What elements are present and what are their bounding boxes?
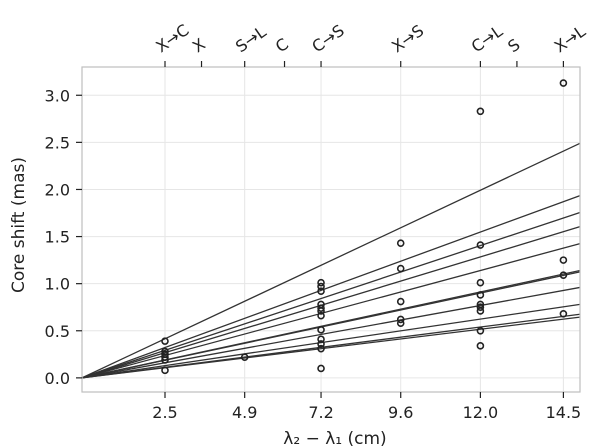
top-tick-label-8: X→L [551,22,589,57]
fit-line-2 [81,211,581,379]
y-tick-label-3: 1.5 [45,228,70,247]
data-point-22 [396,315,405,324]
y-tick-label-0: 0.0 [45,369,70,388]
y-tick-label-1: 0.5 [45,322,70,341]
data-point-31 [476,326,485,335]
y-tick-label-6: 3.0 [45,86,70,105]
y-axis-ticks: 0.0 0.5 1.0 1.5 2.0 2.5 3.0 [45,86,82,388]
x-axis-ticks: 2.5 4.9 7.2 9.6 12.0 14.5 [152,392,581,422]
grid [82,67,580,392]
data-point-29 [476,303,485,312]
fit-lines [81,142,581,379]
fit-line-7 [81,286,581,379]
x-tick-label-1: 4.9 [232,403,257,422]
fit-line-8 [81,303,581,379]
data-point-18 [317,364,325,373]
top-tick-label-0: X→C [152,20,192,56]
data-point-20 [396,264,405,273]
fit-line-4 [81,243,581,379]
fit-line-1 [81,194,581,379]
data-point-8 [317,282,325,291]
y-tick-label-2: 1.0 [45,275,70,294]
top-tick-label-1: X [189,34,209,56]
top-tick-label-7: S [504,35,523,56]
data-point-32 [476,342,485,350]
y-tick-label-4: 2.0 [45,180,70,199]
top-tick-label-2: S→L [232,22,270,56]
data-point-5 [161,366,169,375]
data-point-24 [476,107,485,116]
data-point-35 [559,271,568,279]
data-point-23 [396,319,405,328]
data-point-21 [396,297,405,306]
data-point-19 [396,239,405,247]
data-point-16 [317,340,325,348]
y-axis-label: Core shift (mas) [9,157,29,293]
top-tick-label-6: C→L [468,21,506,56]
data-point-26 [476,278,485,287]
data-point-11 [317,304,325,312]
data-point-34 [559,256,568,264]
y-tick-label-5: 2.5 [45,133,70,152]
x-tick-label-5: 14.5 [546,403,582,422]
data-point-14 [317,326,325,334]
data-point-33 [559,79,568,87]
data-point-36 [559,310,568,318]
x-axis-label: λ₂ − λ₁ (cm) [283,429,386,448]
data-point-7 [317,278,325,287]
top-tick-label-5: X→S [388,21,427,56]
data-point-17 [317,344,325,353]
data-point-13 [317,311,325,320]
top-tick-label-4: C→S [308,21,347,56]
data-point-12 [317,307,325,315]
x-tick-label-0: 2.5 [152,403,177,422]
data-point-3 [161,353,169,361]
fit-line-10 [81,316,581,379]
fit-line-3 [81,226,581,379]
data-point-4 [161,356,169,364]
x-tick-label-2: 7.2 [308,403,333,422]
data-point-27 [476,291,485,299]
data-point-9 [317,287,325,296]
top-tick-label-3: C [272,34,292,56]
x-tick-label-3: 9.6 [388,403,413,422]
data-point-6 [240,353,249,361]
fit-line-0 [81,142,581,379]
data-points [161,79,568,375]
data-point-0 [161,337,169,345]
x-tick-label-4: 12.0 [463,403,499,422]
data-point-30 [476,307,485,315]
top-axis-ticks: X→CX S→L C C→S X→S C→LS X→L [152,20,589,67]
data-point-15 [317,335,325,344]
data-point-25 [476,241,485,249]
plot-frame [81,66,581,393]
fit-line-6 [81,271,581,379]
